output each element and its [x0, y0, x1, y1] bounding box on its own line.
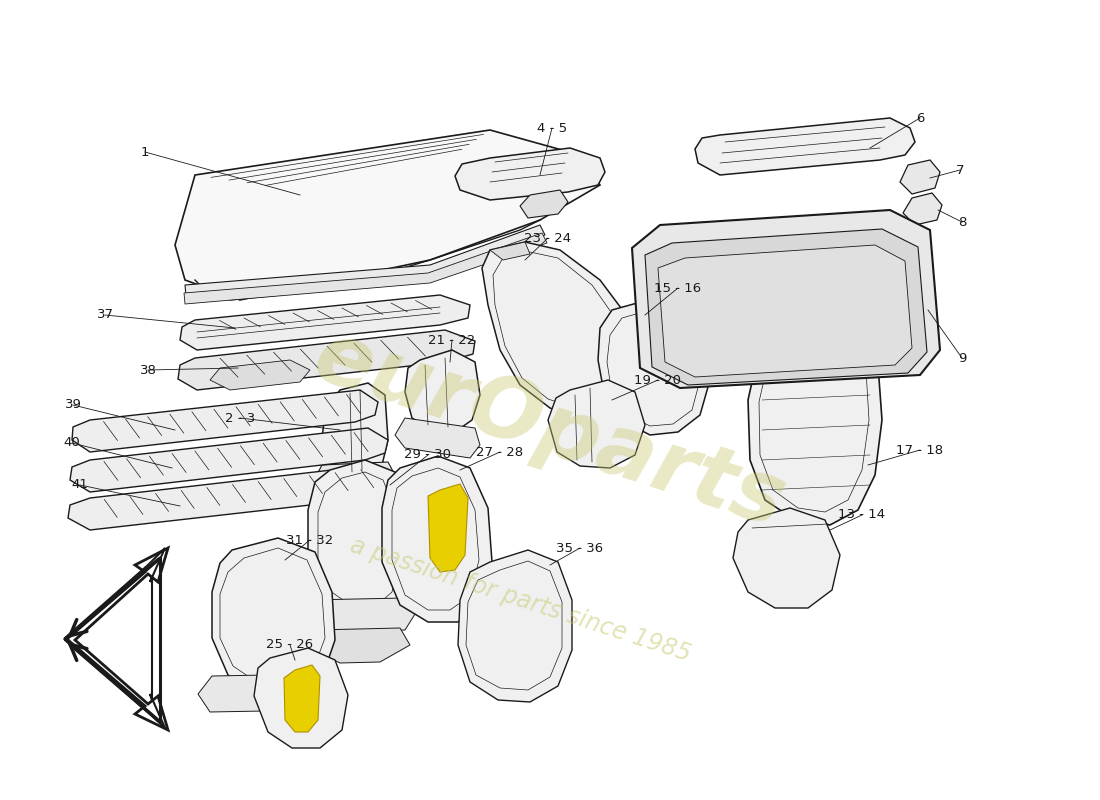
Polygon shape	[482, 242, 640, 418]
Polygon shape	[308, 460, 415, 618]
Text: 9: 9	[958, 351, 966, 365]
Polygon shape	[632, 210, 940, 388]
Polygon shape	[382, 456, 492, 622]
Text: 35 - 36: 35 - 36	[557, 542, 604, 554]
Text: 2 - 3: 2 - 3	[224, 411, 255, 425]
Polygon shape	[210, 360, 310, 390]
Polygon shape	[900, 160, 940, 194]
Text: a passion for parts since 1985: a passion for parts since 1985	[346, 534, 693, 666]
Polygon shape	[548, 380, 645, 468]
Text: 17 - 18: 17 - 18	[896, 443, 944, 457]
Polygon shape	[405, 350, 480, 432]
Text: 13 - 14: 13 - 14	[838, 509, 886, 522]
Polygon shape	[748, 315, 882, 525]
Polygon shape	[903, 193, 942, 225]
Polygon shape	[175, 130, 600, 300]
Text: 6: 6	[916, 111, 924, 125]
Polygon shape	[212, 538, 336, 695]
Polygon shape	[490, 242, 530, 260]
Polygon shape	[455, 148, 605, 200]
Polygon shape	[695, 118, 915, 175]
Text: 38: 38	[140, 363, 156, 377]
Text: 31 - 32: 31 - 32	[286, 534, 333, 546]
Polygon shape	[70, 428, 388, 492]
Text: 25 - 26: 25 - 26	[266, 638, 314, 651]
Polygon shape	[254, 648, 348, 748]
Polygon shape	[322, 383, 388, 478]
Text: 37: 37	[97, 309, 113, 322]
Polygon shape	[72, 390, 378, 452]
Text: 21 - 22: 21 - 22	[428, 334, 475, 346]
Text: 40: 40	[64, 437, 80, 450]
Polygon shape	[180, 295, 470, 350]
Text: 15 - 16: 15 - 16	[654, 282, 702, 294]
Text: 19 - 20: 19 - 20	[635, 374, 682, 386]
Polygon shape	[658, 245, 912, 377]
Polygon shape	[298, 598, 415, 632]
Polygon shape	[68, 465, 395, 530]
Polygon shape	[198, 674, 336, 712]
Text: 23 - 24: 23 - 24	[525, 231, 572, 245]
Text: 8: 8	[958, 215, 966, 229]
Polygon shape	[310, 628, 410, 663]
Polygon shape	[284, 665, 320, 732]
Text: 4 - 5: 4 - 5	[537, 122, 568, 134]
Polygon shape	[428, 484, 468, 572]
Polygon shape	[395, 418, 480, 458]
Polygon shape	[645, 229, 927, 385]
Text: 39: 39	[65, 398, 81, 411]
Polygon shape	[733, 508, 840, 608]
Text: 29 - 30: 29 - 30	[405, 449, 451, 462]
Text: 1: 1	[141, 146, 150, 158]
Polygon shape	[520, 190, 568, 218]
Text: eurOparts: eurOparts	[304, 315, 796, 545]
Polygon shape	[315, 462, 395, 490]
Text: 7: 7	[956, 163, 965, 177]
Polygon shape	[598, 300, 710, 435]
Polygon shape	[185, 225, 544, 296]
Polygon shape	[458, 550, 572, 702]
Text: 27 - 28: 27 - 28	[476, 446, 524, 458]
Text: 41: 41	[72, 478, 88, 491]
Polygon shape	[184, 233, 547, 304]
Polygon shape	[178, 330, 475, 390]
